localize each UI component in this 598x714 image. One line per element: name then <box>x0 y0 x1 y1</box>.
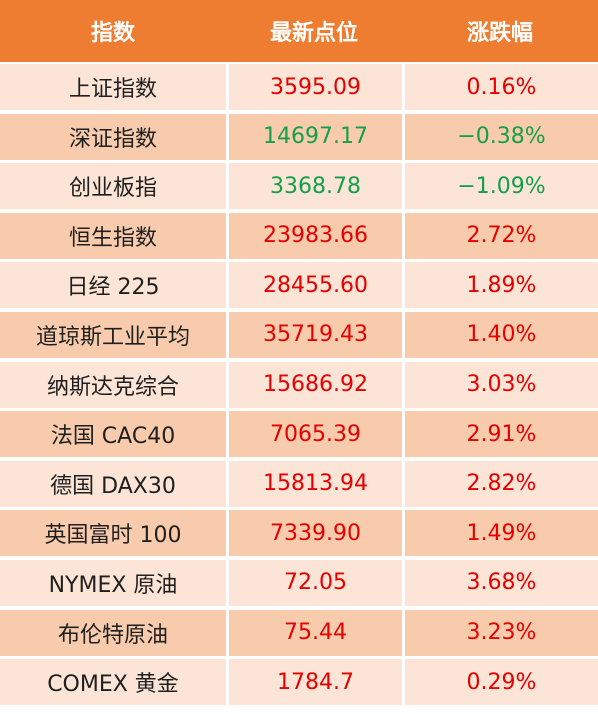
table-row: 纳斯达克综合 15686.92 3.03% <box>0 361 598 408</box>
table-row: 法国 CAC40 7065.39 2.91% <box>0 411 598 458</box>
latest-price: 7065.39 <box>226 411 402 458</box>
header-index-name: 指数 <box>90 21 135 46</box>
index-name: 恒生指数 <box>0 212 226 259</box>
table-row: 道琼斯工业平均 35719.43 1.40% <box>0 311 598 358</box>
header-change-percent: 涨跌幅 <box>466 21 533 46</box>
table-row: 日经 225 28455.60 1.89% <box>0 262 598 309</box>
index-name: 布伦特原油 <box>0 609 226 656</box>
table-row: 上证指数 3595.09 0.16% <box>0 64 598 110</box>
change-percent: 2.82% <box>402 460 598 507</box>
index-name: 德国 DAX30 <box>0 460 226 507</box>
index-name: 道琼斯工业平均 <box>0 311 226 358</box>
change-percent: 2.72% <box>402 212 598 259</box>
table-row: COMEX 黄金 1784.7 0.29% <box>0 659 598 706</box>
table-row: 英国富时 100 7339.90 1.49% <box>0 510 598 557</box>
index-name: 深证指数 <box>0 113 226 160</box>
table-row: 德国 DAX30 15813.94 2.82% <box>0 460 598 507</box>
change-percent: 0.29% <box>402 659 598 706</box>
latest-price: 28455.60 <box>226 262 402 309</box>
change-percent: 1.40% <box>402 311 598 358</box>
latest-price: 15686.92 <box>226 361 402 408</box>
latest-price: 1784.7 <box>226 659 402 706</box>
change-percent: 3.68% <box>402 559 598 606</box>
latest-price: 35719.43 <box>226 311 402 358</box>
latest-price: 23983.66 <box>226 212 402 259</box>
table-body: 上证指数 3595.09 0.16% 深证指数 14697.17 −0.38% … <box>0 64 598 709</box>
latest-price: 7339.90 <box>226 510 402 557</box>
table-row: NYMEX 原油 72.05 3.68% <box>0 559 598 606</box>
header-latest-price: 最新点位 <box>269 21 358 46</box>
index-name: 上证指数 <box>0 64 226 110</box>
index-name: 法国 CAC40 <box>0 411 226 458</box>
latest-price: 15813.94 <box>226 460 402 507</box>
latest-price: 75.44 <box>226 609 402 656</box>
latest-price: 72.05 <box>226 559 402 606</box>
index-name: 创业板指 <box>0 163 226 210</box>
index-name: 纳斯达克综合 <box>0 361 226 408</box>
change-percent: 1.89% <box>402 262 598 309</box>
latest-price: 14697.17 <box>226 113 402 160</box>
table-row: 恒生指数 23983.66 2.72% <box>0 212 598 259</box>
change-percent: −0.38% <box>402 113 598 160</box>
latest-price: 3368.78 <box>226 163 402 210</box>
table-row: 布伦特原油 75.44 3.23% <box>0 609 598 656</box>
index-name: COMEX 黄金 <box>0 659 226 706</box>
change-percent: 0.16% <box>402 64 598 110</box>
change-percent: 3.23% <box>402 609 598 656</box>
table-row: 创业板指 3368.78 −1.09% <box>0 163 598 210</box>
index-name: 日经 225 <box>0 262 226 309</box>
table-header: 指数 最新点位 涨跌幅 <box>0 0 598 62</box>
change-percent: −1.09% <box>402 163 598 210</box>
index-name: NYMEX 原油 <box>0 559 226 606</box>
index-name: 英国富时 100 <box>0 510 226 557</box>
change-percent: 1.49% <box>402 510 598 557</box>
change-percent: 2.91% <box>402 411 598 458</box>
latest-price: 3595.09 <box>226 64 402 110</box>
change-percent: 3.03% <box>402 361 598 408</box>
table-row: 深证指数 14697.17 −0.38% <box>0 113 598 160</box>
